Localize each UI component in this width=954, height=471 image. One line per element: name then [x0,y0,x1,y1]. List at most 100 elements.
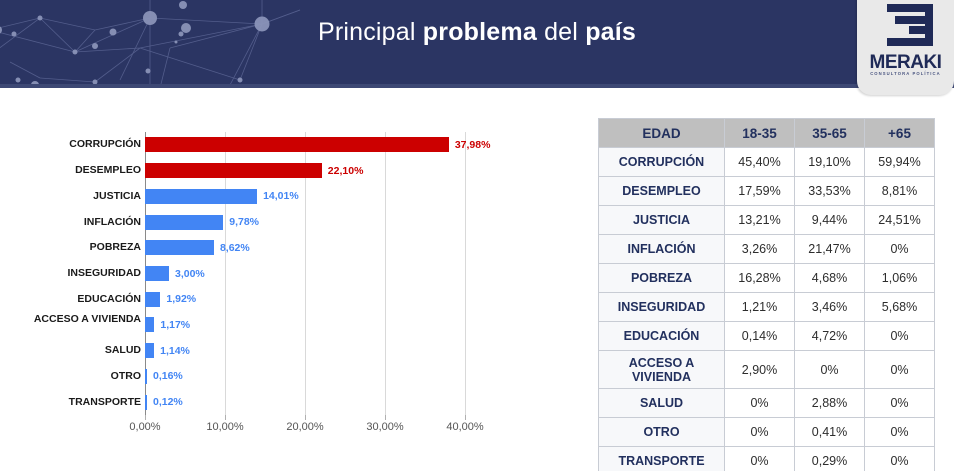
table-header-65plus: +65 [864,118,935,148]
table-cell-value: 5,68% [864,292,935,322]
chart-bar [145,394,147,410]
chart-x-tick [465,415,466,420]
chart-bar [145,137,449,153]
table-header-row: EDAD 18-35 35-65 +65 [598,118,935,148]
chart-category-label: ACCESO A VIVIENDA [33,312,141,325]
table-cell-category: INSEGURIDAD [598,292,725,322]
bar-chart: CORRUPCIÓN DESEMPLEO JUSTICIA INFLACIÓN POBR… [0,110,570,460]
table-cell-value: 3,46% [794,292,865,322]
chart-category-label: DESEMPLEO [75,164,141,177]
table-cell-value: 1,21% [724,292,795,322]
chart-x-tick [385,415,386,420]
table-cell-value: 4,68% [794,263,865,293]
table-row: JUSTICIA 13,21% 9,44% 24,51% [598,205,935,235]
table-row: CORRUPCIÓN 45,40% 19,10% 59,94% [598,147,935,177]
table-cell-value: 0% [864,388,935,418]
table-cell-value: 2,88% [794,388,865,418]
table-cell-category: CORRUPCIÓN [598,147,725,177]
table-cell-value: 24,51% [864,205,935,235]
header-band: Principal problema del país [0,0,954,88]
chart-category-label: EDUCACIÓN [77,292,141,305]
chart-bar-value-label: 9,78% [229,216,260,229]
chart-bar-value-label: 0,16% [153,370,183,383]
table-cell-value: 33,53% [794,176,865,206]
chart-gridline [465,132,466,415]
meraki-emblem-icon [879,4,933,52]
chart-category-label: SALUD [104,344,141,357]
chart-bar-value-label: 1,14% [160,344,190,357]
table-cell-value: 1,06% [864,263,935,293]
table-cell-value: 0% [864,446,935,471]
table-header-35-65: 35-65 [794,118,865,148]
chart-x-tick-label: 30,00% [366,421,404,433]
table-cell-value: 0% [864,234,935,264]
table-cell-value: 17,59% [724,176,795,206]
chart-gridline [225,132,226,415]
chart-category-label: POBREZA [89,241,141,254]
chart-category-label: JUSTICIA [93,189,141,202]
table-cell-category: TRANSPORTE [598,446,725,471]
chart-bar [145,214,224,230]
table-cell-value: 0% [864,350,935,389]
table-cell-value: 0% [794,350,865,389]
chart-bar-value-label: 8,62% [219,241,250,254]
chart-bar [145,240,214,256]
chart-bar-value-label: 37,98% [454,138,491,151]
table-cell-value: 59,94% [864,147,935,177]
table-cell-category: DESEMPLEO [598,176,725,206]
chart-category-label: CORRUPCIÓN [69,138,141,151]
chart-category-label: OTRO [110,369,141,382]
chart-bar [145,291,161,307]
table-row: INSEGURIDAD 1,21% 3,46% 5,68% [598,292,935,322]
chart-category-label: INSEGURIDAD [67,267,141,279]
chart-bar [145,317,155,333]
table-row: POBREZA 16,28% 4,68% 1,06% [598,263,935,293]
chart-x-tick [305,415,306,420]
table-cell-value: 0,14% [724,321,795,351]
chart-bar-value-label: 14,01% [263,190,299,203]
table-cell-value: 9,44% [794,205,865,235]
table-cell-category: ACCESO A VIVIENDA [598,350,725,389]
table-cell-value: 3,26% [724,234,795,264]
chart-bar-value-label: 1,17% [160,318,191,331]
table-cell-value: 2,90% [724,350,795,389]
page-title-plain-2: del [536,18,586,46]
table-row: SALUD 0% 2,88% 0% [598,388,935,418]
chart-category-label: TRANSPORTE [68,395,141,408]
header-underline [0,84,954,88]
chart-bar-value-label: 22,10% [327,164,364,177]
chart-bar-value-label: 1,92% [166,293,197,306]
chart-gridline [385,132,386,415]
chart-x-tick-label: 40,00% [446,421,484,433]
chart-bar-value-label: 0,12% [153,396,183,409]
table-cell-value: 19,10% [794,147,865,177]
chart-bar [145,368,147,384]
table-cell-category: SALUD [598,388,725,418]
page-title-bold-2: país [585,18,637,46]
chart-bar-value-label: 3,00% [175,267,205,280]
table-cell-value: 0% [724,446,795,471]
page-title-bold-1: problema [422,18,537,46]
chart-x-tick-label: 10,00% [206,421,244,433]
logo-tagline: CONSULTORA POLÍTICA [870,71,941,76]
table-row: DESEMPLEO 17,59% 33,53% 8,81% [598,176,935,206]
table-cell-category: POBREZA [598,263,725,293]
table-cell-value: 0% [724,417,795,447]
chart-category-labels: CORRUPCIÓN DESEMPLEO JUSTICIA INFLACIÓN POBR… [0,132,141,415]
table-cell-category: JUSTICIA [598,205,725,235]
table-header-edad: EDAD [598,118,725,148]
table-cell-value: 45,40% [724,147,795,177]
table-cell-value: 0% [724,388,795,418]
page-title: Principal problema del país [0,18,954,47]
page-title-plain-1: Principal [317,18,423,46]
table-cell-value: 4,72% [794,321,865,351]
table-row: OTRO 0% 0,41% 0% [598,417,935,447]
table-cell-value: 0% [864,417,935,447]
chart-x-tick-label: 0,00% [129,421,161,433]
network-decoration-graphic [0,0,301,88]
table-cell-value: 8,81% [864,176,935,206]
brand-logo-panel: MERAKI CONSULTORA POLÍTICA [857,0,954,95]
table-cell-value: 13,21% [724,205,795,235]
chart-bar [145,188,258,204]
